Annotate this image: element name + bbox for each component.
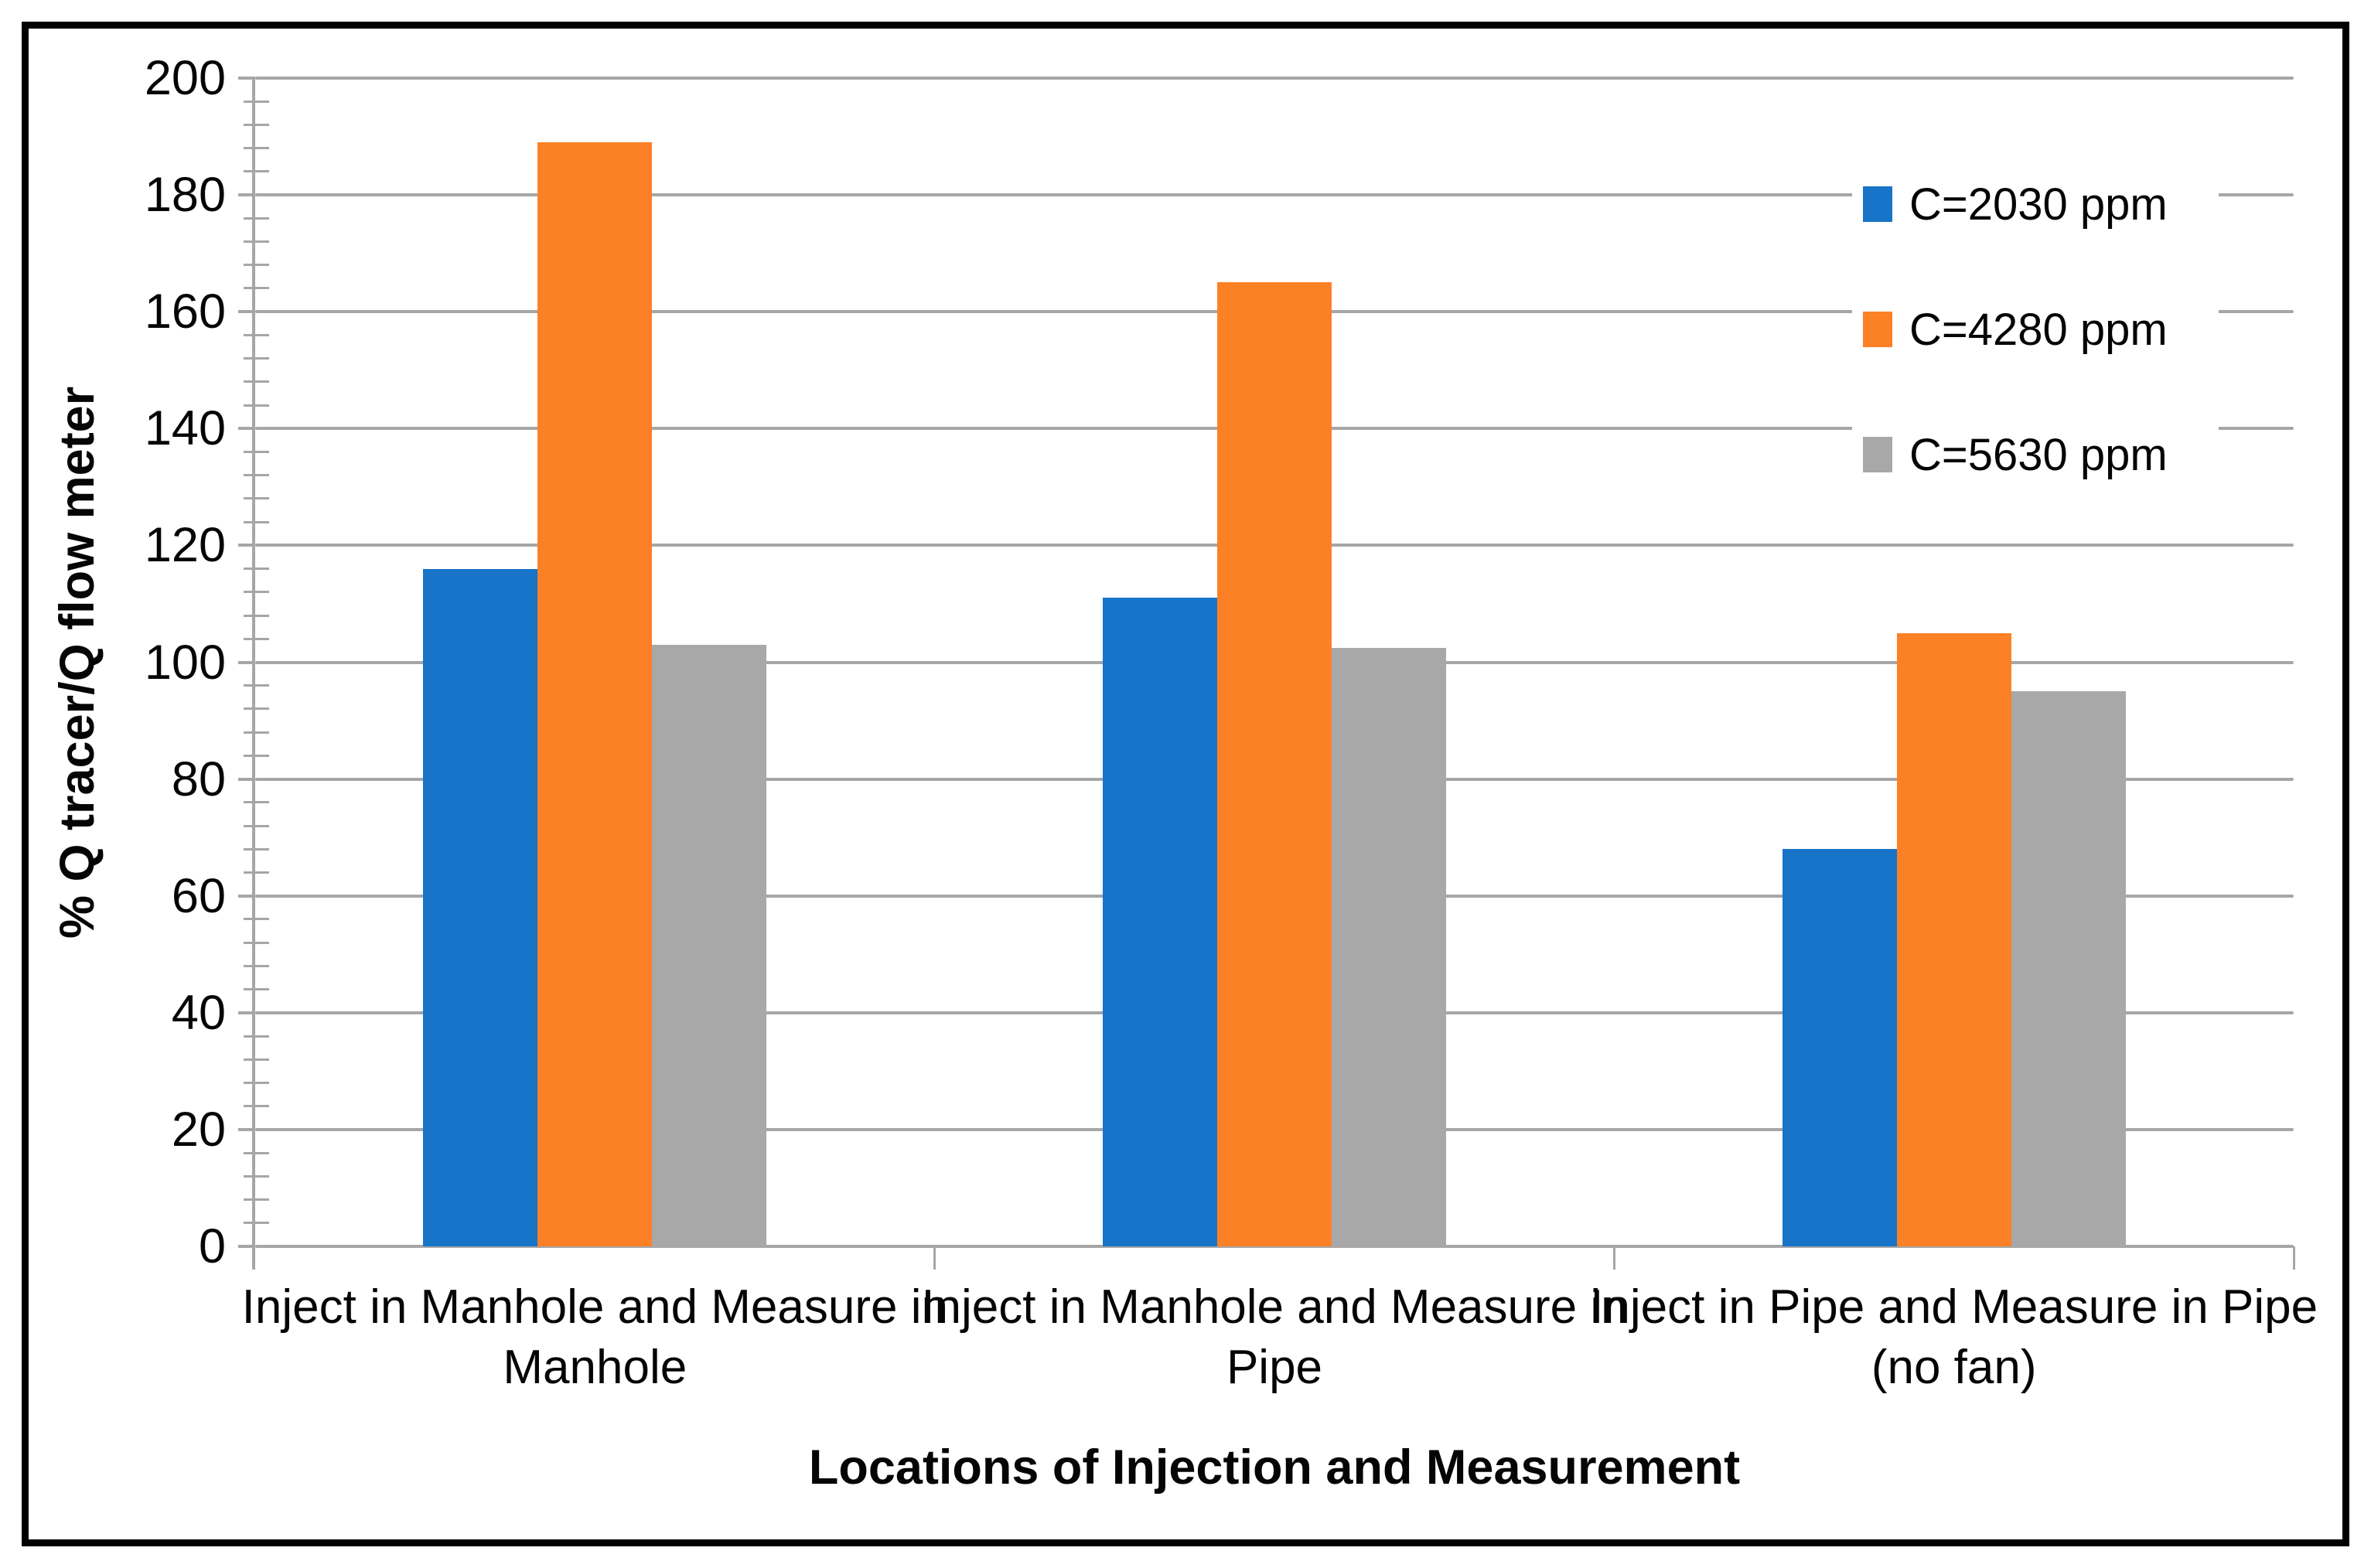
legend-entry: C=2030 ppm: [1852, 161, 2219, 247]
y-minor-tick: [244, 123, 269, 126]
y-minor-tick: [244, 918, 269, 921]
bar-c-2030-ppm-cat1: [423, 568, 538, 1246]
y-minor-tick: [244, 871, 269, 874]
y-minor-tick: [244, 964, 269, 967]
y-minor-tick: [244, 1058, 269, 1061]
y-minor-tick: [244, 357, 269, 360]
y-major-tick: [238, 77, 255, 80]
y-tick-label: 180: [144, 168, 226, 223]
y-minor-tick: [244, 988, 269, 991]
legend-marker: [1863, 437, 1892, 472]
y-axis-line: [252, 78, 255, 1270]
y-tick-label: 100: [144, 635, 226, 690]
x-category-label: Inject in Manhole and Measure in Manhole: [241, 1280, 948, 1394]
x-category-tick: [2292, 1246, 2295, 1270]
y-tick-label: 160: [144, 285, 226, 339]
x-category-tick: [933, 1246, 936, 1270]
y-gridline: [255, 1245, 2294, 1248]
bar-c-2030-ppm-cat3: [1782, 849, 1897, 1246]
legend-label: C=4280 ppm: [1909, 304, 2168, 355]
y-major-tick: [238, 1245, 255, 1248]
y-minor-tick: [244, 847, 269, 850]
y-minor-tick: [244, 451, 269, 454]
legend-entry: C=5630 ppm: [1852, 411, 2219, 498]
y-minor-tick: [244, 1222, 269, 1225]
y-major-tick: [238, 660, 255, 664]
y-minor-tick: [244, 941, 269, 944]
bar-c-5630-ppm-cat3: [2011, 691, 2126, 1246]
y-minor-tick: [244, 170, 269, 173]
y-minor-tick: [244, 240, 269, 244]
y-minor-tick: [244, 380, 269, 383]
legend-entry: C=4280 ppm: [1852, 286, 2219, 373]
y-minor-tick: [244, 614, 269, 617]
chart-border: [22, 22, 2349, 1546]
y-minor-tick: [244, 1105, 269, 1108]
y-minor-tick: [244, 287, 269, 290]
x-category-label: Inject in Manhole and Measure in Pipe: [921, 1280, 1628, 1394]
legend-label: C=2030 ppm: [1909, 179, 2168, 230]
y-tick-label: 0: [198, 1219, 226, 1273]
bar-c-2030-ppm-cat2: [1103, 598, 1217, 1246]
bar-c-4280-ppm-cat2: [1217, 282, 1332, 1246]
y-minor-tick: [244, 404, 269, 407]
y-minor-tick: [244, 591, 269, 594]
y-tick-label: 120: [144, 518, 226, 573]
y-minor-tick: [244, 707, 269, 711]
bar-c-4280-ppm-cat3: [1896, 632, 2011, 1246]
y-minor-tick: [244, 731, 269, 734]
y-tick-label: 140: [144, 401, 226, 456]
y-minor-tick: [244, 1174, 269, 1178]
y-major-tick: [238, 544, 255, 547]
y-major-tick: [238, 1011, 255, 1014]
y-minor-tick: [244, 801, 269, 804]
y-minor-tick: [244, 824, 269, 827]
plot-area: [238, 77, 2295, 1270]
y-minor-tick: [244, 1035, 269, 1038]
y-minor-tick: [244, 147, 269, 150]
y-tick-label: 60: [171, 868, 226, 923]
y-tick-label: 200: [144, 51, 226, 105]
y-minor-tick: [244, 568, 269, 571]
legend-label: C=5630 ppm: [1909, 429, 2168, 480]
y-major-tick: [238, 777, 255, 781]
y-gridline: [255, 193, 2294, 197]
y-major-tick: [238, 894, 255, 898]
y-major-tick: [238, 310, 255, 314]
y-major-tick: [238, 193, 255, 197]
x-axis-title: Locations of Injection and Measurement: [808, 1440, 1741, 1495]
y-minor-tick: [244, 264, 269, 267]
y-minor-tick: [244, 520, 269, 523]
y-minor-tick: [244, 474, 269, 477]
y-minor-tick: [244, 684, 269, 687]
y-gridline: [255, 77, 2294, 80]
y-minor-tick: [244, 497, 269, 500]
y-minor-tick: [244, 1151, 269, 1154]
x-category-tick: [1612, 1246, 1615, 1270]
bar-c-5630-ppm-cat2: [1332, 647, 1446, 1246]
y-tick-label: 40: [171, 985, 226, 1040]
y-minor-tick: [244, 1081, 269, 1084]
y-minor-tick: [244, 1198, 269, 1202]
y-major-tick: [238, 1127, 255, 1131]
y-minor-tick: [244, 333, 269, 336]
y-tick-label: 20: [171, 1102, 226, 1157]
bar-c-4280-ppm-cat1: [537, 142, 653, 1246]
y-minor-tick: [244, 100, 269, 103]
y-minor-tick: [244, 216, 269, 220]
y-major-tick: [238, 427, 255, 431]
y-minor-tick: [244, 637, 269, 640]
x-category-label: Inject in Pipe and Measure in Pipe (no f…: [1590, 1280, 2318, 1394]
bar-c-5630-ppm-cat1: [652, 644, 767, 1246]
legend-marker: [1863, 186, 1892, 222]
y-tick-label: 80: [171, 752, 226, 806]
y-minor-tick: [244, 754, 269, 757]
legend-marker: [1863, 312, 1892, 347]
